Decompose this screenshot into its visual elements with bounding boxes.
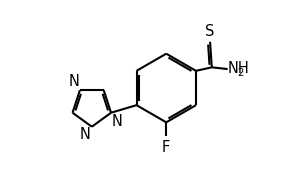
Text: N: N — [112, 114, 123, 129]
Text: N: N — [68, 74, 79, 89]
Text: N: N — [80, 127, 91, 142]
Text: 2: 2 — [237, 68, 243, 78]
Text: F: F — [162, 140, 170, 155]
Text: S: S — [205, 24, 215, 39]
Text: NH: NH — [228, 61, 250, 76]
